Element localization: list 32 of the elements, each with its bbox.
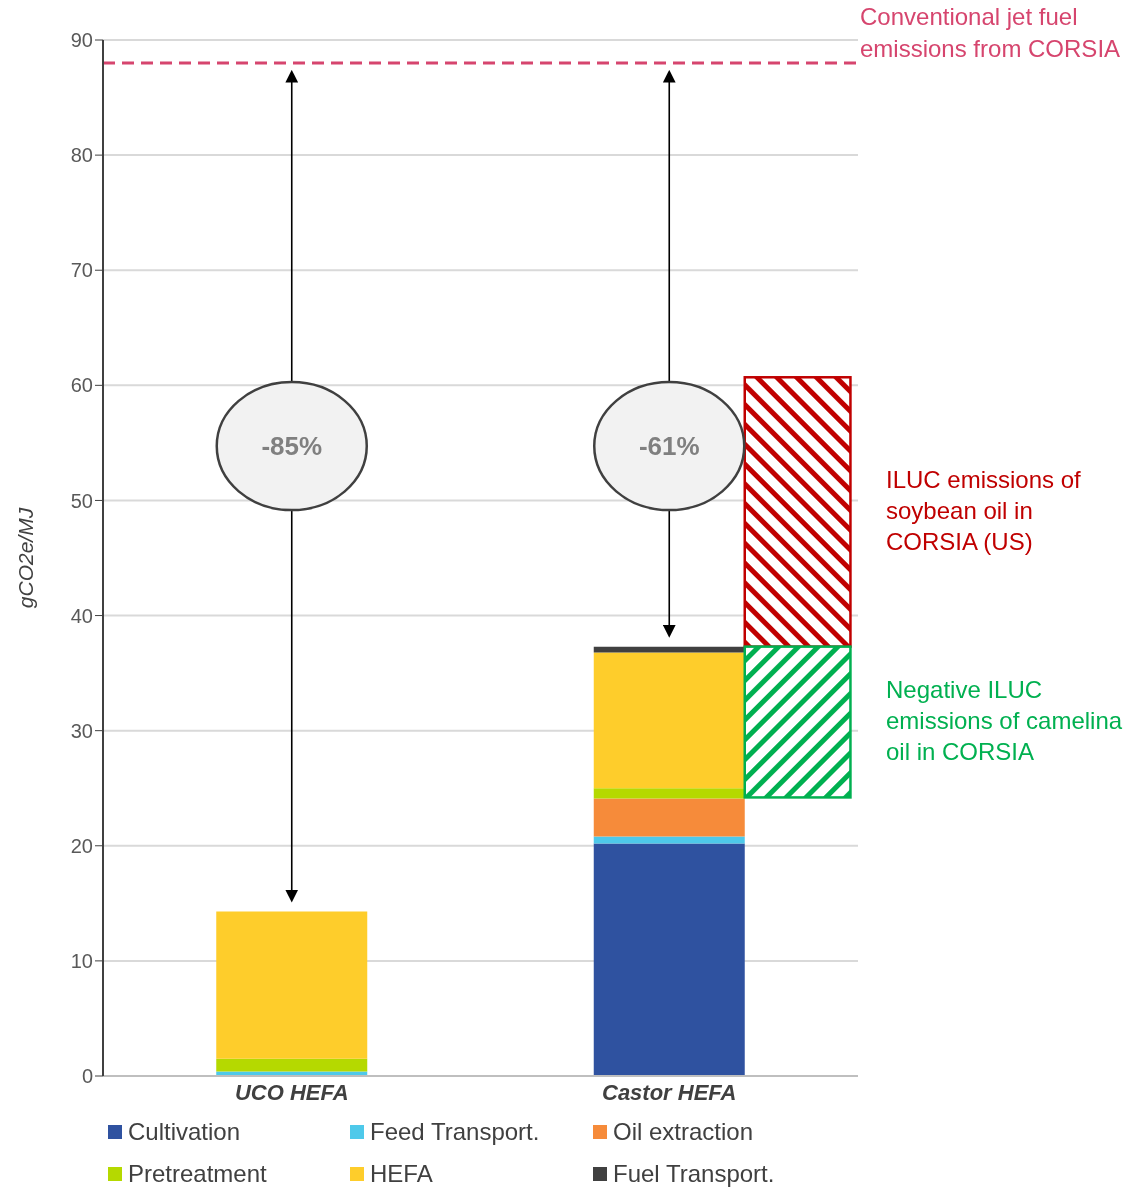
bar <box>593 788 745 799</box>
y-tick-label: 90 <box>70 29 93 52</box>
annotation: -61% <box>638 431 700 462</box>
x-tick-label: Castor HEFA <box>602 1079 737 1105</box>
legend-label: Oil extraction <box>613 1118 754 1146</box>
legend-label: Fuel Transport. <box>613 1160 775 1188</box>
bar <box>593 652 745 789</box>
legend-label: Cultivation <box>128 1118 241 1146</box>
y-tick-label: 70 <box>70 259 93 282</box>
bar <box>743 645 852 799</box>
bar <box>593 843 745 1076</box>
ref-line-label: Conventional jet fuel emissions from CORSIA <box>860 2 1122 65</box>
legend-label: HEFA <box>370 1160 433 1188</box>
y-tick-label: 60 <box>70 374 93 397</box>
bar <box>216 1058 368 1072</box>
legend-label: Feed Transport. <box>370 1118 540 1146</box>
series-label: Negative ILUC emissions of camelina oil in CORSIA <box>886 675 1124 768</box>
series-label: ILUC emissions of soybean oil in CORSIA (US) <box>886 464 1082 557</box>
y-tick-label: 20 <box>70 834 93 857</box>
y-tick-label: 40 <box>70 604 93 627</box>
y-tick-label: 50 <box>70 489 93 512</box>
y-axis-title: gCO2e/MJ <box>14 507 38 609</box>
bar <box>743 376 852 648</box>
annotation: -85% <box>261 431 323 462</box>
y-tick-label: 10 <box>70 949 93 972</box>
x-tick-label: UCO HEFA <box>234 1079 349 1105</box>
y-tick-label: 80 <box>70 144 93 167</box>
bar <box>593 798 745 837</box>
bar <box>216 911 368 1059</box>
y-tick-label: 0 <box>81 1065 93 1088</box>
y-tick-label: 30 <box>70 719 93 742</box>
legend-label: Pretreatment <box>128 1160 267 1188</box>
